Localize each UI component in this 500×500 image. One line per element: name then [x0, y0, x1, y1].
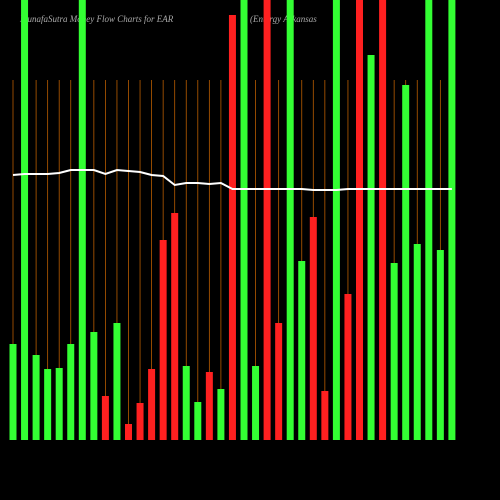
bar	[356, 0, 363, 440]
bar	[402, 85, 410, 440]
bar	[171, 213, 179, 440]
bar	[309, 217, 317, 440]
bar	[379, 0, 387, 440]
chart-subtitle: (Entergy Arkansas	[250, 14, 317, 24]
bar	[148, 369, 156, 440]
bar	[252, 366, 260, 440]
bar	[217, 389, 225, 440]
bar	[90, 332, 98, 440]
bar	[101, 396, 109, 440]
bar	[21, 0, 29, 440]
bar	[390, 263, 398, 440]
bar	[78, 0, 86, 440]
bar	[240, 0, 248, 440]
bar	[275, 323, 283, 440]
bar	[298, 261, 306, 440]
bar	[367, 55, 375, 440]
bar	[344, 294, 352, 440]
bar	[205, 372, 213, 440]
bar	[182, 366, 190, 440]
bar	[32, 355, 40, 440]
bar	[286, 0, 294, 440]
bar	[228, 15, 236, 440]
bar	[159, 240, 167, 440]
chart-title: MunafaSutra Money Flow Charts for EAR	[19, 14, 174, 24]
bar	[448, 0, 456, 440]
bar	[55, 368, 63, 440]
bar	[321, 391, 329, 440]
bar	[332, 0, 340, 440]
bar	[436, 250, 444, 440]
bar	[113, 323, 121, 440]
bar	[136, 403, 144, 440]
bar	[413, 244, 421, 440]
bar	[125, 424, 132, 440]
bar	[263, 0, 271, 440]
bar	[67, 344, 75, 440]
line	[12, 168, 452, 191]
bar	[9, 344, 17, 440]
bar	[194, 402, 202, 440]
bar	[44, 369, 52, 440]
bar	[425, 0, 433, 440]
